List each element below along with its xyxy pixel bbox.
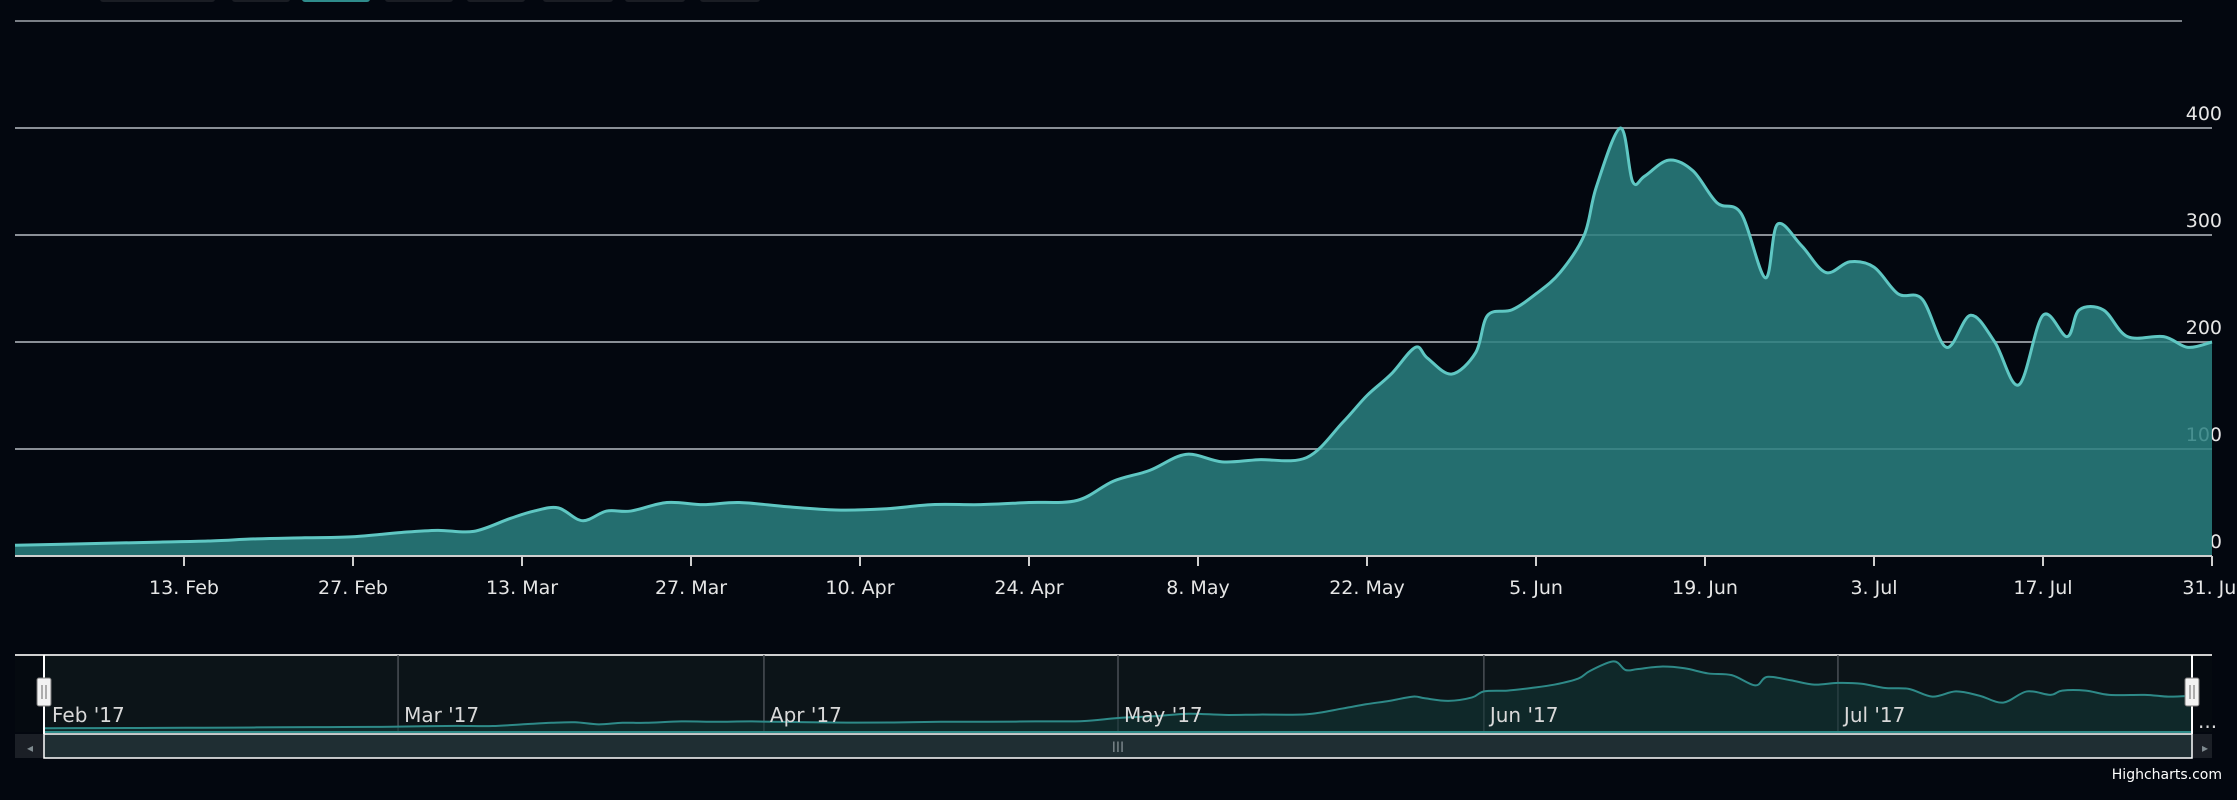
x-tick-label: 27. Feb: [318, 577, 388, 599]
y-tick-label: 0: [2210, 531, 2222, 553]
range-button[interactable]: [385, 0, 453, 2]
navigator-ellipsis: ...: [2198, 709, 2217, 733]
y-tick-label: 400: [2186, 103, 2222, 125]
navigator-month-label: Jun '17: [1488, 703, 1559, 727]
navigator-month-label: May '17: [1124, 703, 1203, 727]
navigator[interactable]: Feb '17 Mar '17 Apr '17 May '17 Jun '17 Jul '…: [15, 654, 2217, 758]
y-tick-label: 200: [2186, 317, 2222, 339]
series-line: [14, 126, 2213, 547]
range-button-active[interactable]: [302, 0, 370, 2]
x-tick-label: 13. Mar: [486, 577, 558, 599]
x-tick-label: 19. Jun: [1672, 577, 1738, 599]
navigator-month-label: Apr '17: [770, 703, 842, 727]
range-button[interactable]: [467, 0, 525, 2]
range-button[interactable]: [100, 0, 215, 2]
y-tick-label: 300: [2186, 210, 2222, 232]
range-button[interactable]: [232, 0, 290, 2]
scrollbar-grip: III: [1112, 740, 1124, 756]
x-tick-label: 27. Mar: [655, 577, 727, 599]
navigator-labels: Feb '17 Mar '17 Apr '17 May '17 Jun '17 Jul '…: [52, 703, 1905, 727]
navigator-series: [43, 660, 2193, 733]
range-selector[interactable]: [100, 0, 760, 2]
scrollbar-right-arrow[interactable]: ▸: [2202, 741, 2208, 755]
credits-link[interactable]: Highcharts.com: [2112, 767, 2222, 783]
series-area: [15, 127, 2212, 557]
range-button[interactable]: [625, 0, 685, 2]
scrollbar[interactable]: III ◂ ▸: [15, 733, 2212, 759]
navigator-month-label: Feb '17: [52, 703, 125, 727]
navigator-month-label: Mar '17: [404, 703, 479, 727]
scrollbar-thumb[interactable]: [43, 733, 2193, 759]
x-tick-label: 24. Apr: [994, 577, 1063, 599]
x-axis: 13. Feb 27. Feb 13. Mar 27. Mar 10. Apr 24. A…: [149, 556, 2237, 599]
range-button[interactable]: [700, 0, 760, 2]
y-axis: 0100200300400: [2186, 103, 2222, 553]
x-tick-label: 31. Jul: [2182, 577, 2237, 599]
x-tick-label: 22. May: [1329, 577, 1405, 599]
navigator-month-label: Jul '17: [1842, 703, 1905, 727]
range-button[interactable]: [543, 0, 613, 2]
scrollbar-left-arrow[interactable]: ◂: [27, 741, 33, 755]
x-tick-label: 17. Jul: [2013, 577, 2072, 599]
x-tick-label: 10. Apr: [825, 577, 894, 599]
x-tick-label: 13. Feb: [149, 577, 219, 599]
x-tick-label: 8. May: [1166, 577, 1229, 599]
navigator-handle-right[interactable]: [2184, 655, 2200, 758]
x-tick-label: 3. Jul: [1850, 577, 1897, 599]
x-tick-label: 5. Jun: [1509, 577, 1563, 599]
